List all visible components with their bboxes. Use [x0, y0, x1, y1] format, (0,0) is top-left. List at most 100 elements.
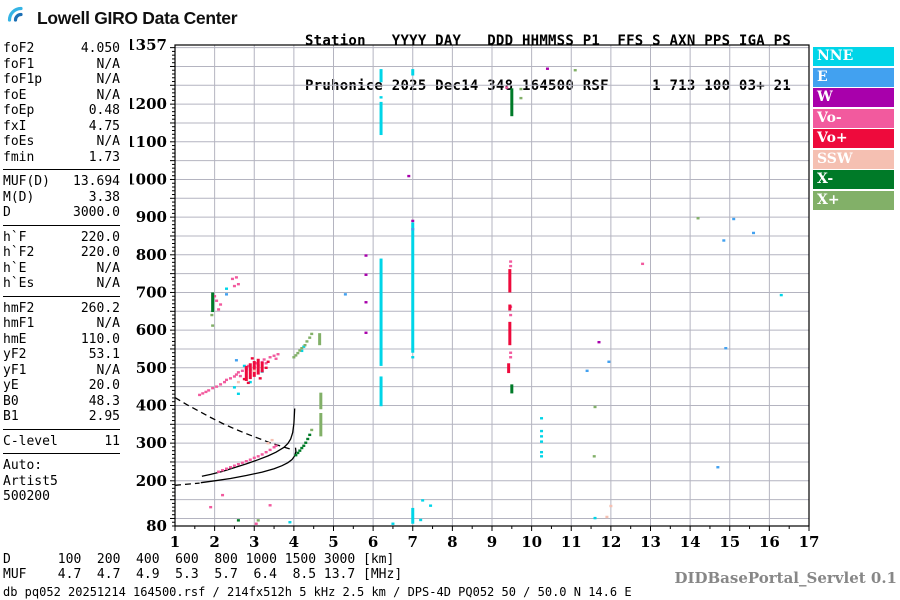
- param-row-h`Es: h`Es N/A: [3, 276, 120, 292]
- y-tick-label-600: 600: [136, 321, 167, 339]
- echo-point: [302, 345, 306, 348]
- param-row-D: D 3000.0: [3, 205, 120, 221]
- series-SSW: [236, 369, 613, 519]
- param-label: yF2: [3, 347, 27, 362]
- echo-point: [217, 308, 221, 311]
- echo-point: [240, 461, 244, 464]
- echo-bar: [411, 69, 415, 76]
- echo-point: [264, 362, 268, 365]
- echo-point: [296, 451, 300, 455]
- param-value: 220.0: [80, 245, 120, 260]
- echo-point: [240, 369, 244, 373]
- echo-point: [252, 369, 256, 373]
- echo-point: [573, 69, 577, 72]
- echo-point: [242, 364, 246, 368]
- param-value: 53.1: [88, 347, 120, 362]
- echo-point: [779, 293, 783, 297]
- echo-point: [509, 260, 513, 263]
- echo-point: [519, 96, 523, 100]
- echo-point: [234, 373, 238, 376]
- echo-point: [288, 521, 292, 524]
- echo-point: [306, 437, 310, 441]
- echo-point: [201, 392, 205, 395]
- echo-point: [254, 362, 258, 365]
- series-W: [364, 67, 601, 344]
- echo-bar: [319, 413, 323, 437]
- param-label: fmin: [3, 149, 35, 165]
- echo-point: [274, 444, 278, 447]
- autoscaling-info-line: Auto:: [3, 458, 43, 473]
- param-label: foE: [3, 87, 27, 103]
- param-label: fxI: [3, 118, 27, 134]
- y-tick-label-500: 500: [136, 359, 167, 377]
- echo-point: [509, 264, 513, 268]
- param-label: foF1: [3, 56, 35, 72]
- echo-bar: [318, 333, 322, 346]
- echo-bar: [508, 304, 512, 311]
- echo-bar: [379, 376, 383, 407]
- param-row-h`F: h`F 220.0: [3, 230, 120, 246]
- echo-point: [300, 349, 304, 353]
- echo-point: [343, 293, 347, 296]
- legend-item-NNE: NNE: [813, 47, 894, 66]
- param-value: 48.3: [88, 393, 120, 409]
- param-label: yE: [3, 378, 19, 393]
- echo-point: [302, 444, 306, 447]
- echo-point: [248, 458, 252, 461]
- echo-point: [540, 429, 544, 433]
- echo-point: [585, 369, 589, 373]
- param-value: 4.050: [80, 41, 120, 56]
- echo-point: [232, 386, 236, 389]
- echo-point: [308, 336, 312, 339]
- param-row-foEp: foEp 0.48: [3, 103, 120, 119]
- echo-point: [294, 354, 298, 357]
- echo-point: [221, 493, 225, 497]
- echo-bar: [510, 88, 514, 117]
- echo-point: [298, 349, 302, 352]
- param-row-MUF(D): MUF(D) 13.694: [3, 174, 120, 190]
- param-value: N/A: [96, 134, 120, 149]
- echo-point: [217, 470, 221, 473]
- param-row-yF1: yF1 N/A: [3, 363, 120, 379]
- x-tick-label-17: 17: [799, 533, 820, 548]
- echo-point: [509, 313, 513, 317]
- param-label: B1: [3, 409, 19, 424]
- echo-direction-legend: NNE E W Vo- Vo+ SSW X- X+: [813, 47, 894, 211]
- echo-point: [225, 378, 229, 382]
- echo-point: [509, 351, 513, 354]
- legend-item-X+: X+: [813, 190, 894, 210]
- param-separator: [3, 453, 120, 454]
- param-value: 20.0: [88, 378, 120, 393]
- ionogram-plot: 1357120011001000900800700600500400300200…: [130, 36, 820, 548]
- autoscaling-info-line: 500200: [3, 489, 50, 504]
- x-tick-label-15: 15: [719, 533, 740, 548]
- echo-point: [238, 374, 242, 378]
- echo-point: [303, 344, 307, 347]
- echo-point: [204, 390, 208, 394]
- y-axis-labels: 1357 1200 1100 1000 900 800 700 600 500 400 300 200…: [130, 36, 167, 535]
- echo-point: [364, 254, 368, 257]
- echo-point: [411, 219, 415, 223]
- param-label: h`E: [3, 260, 27, 276]
- param-value: 260.2: [80, 300, 120, 316]
- echo-point: [540, 435, 544, 438]
- echo-point: [411, 227, 415, 231]
- param-row-B1: B1 2.95: [3, 409, 120, 425]
- param-label: h`F2: [3, 245, 35, 260]
- echo-point: [509, 356, 513, 359]
- giro-wave-icon: [7, 6, 23, 22]
- echo-point: [605, 515, 609, 519]
- series-E: [225, 217, 756, 469]
- echo-point: [411, 356, 415, 359]
- echo-point: [519, 87, 523, 91]
- echo-bar: [508, 321, 512, 346]
- param-label: foEp: [3, 103, 35, 118]
- param-row-h`E: h`E N/A: [3, 261, 120, 277]
- param-row-foE: foE N/A: [3, 88, 120, 104]
- echo-point: [248, 380, 252, 384]
- param-separator: [3, 428, 120, 430]
- param-row-foF1p: foF1p N/A: [3, 72, 120, 88]
- y-tick-label-1000: 1000: [130, 170, 167, 188]
- param-value: 3000.0: [73, 205, 120, 220]
- param-label: hmE: [3, 331, 27, 347]
